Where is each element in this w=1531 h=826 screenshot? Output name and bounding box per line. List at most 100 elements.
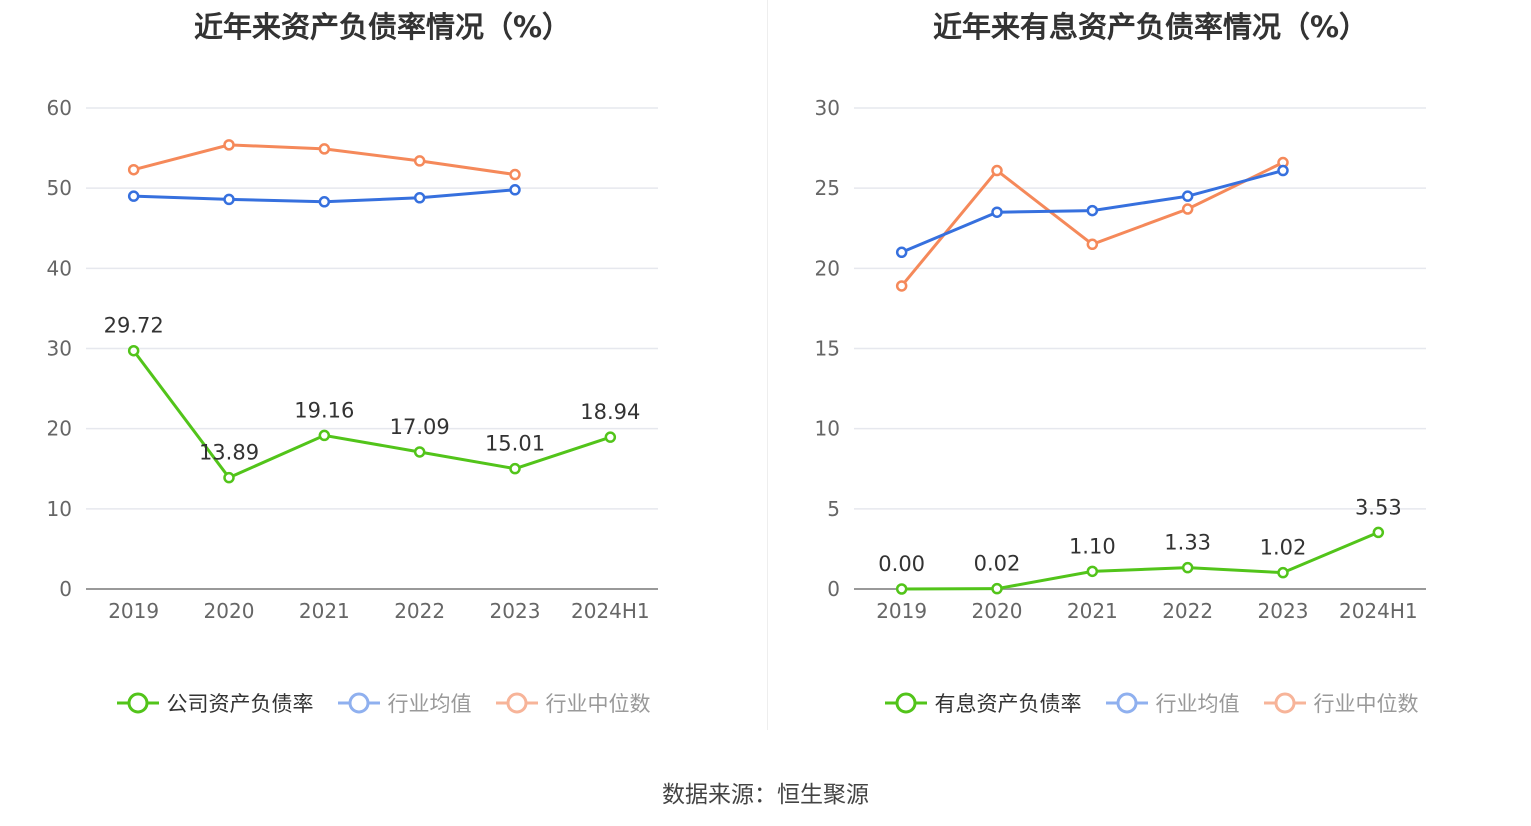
y-tick-label: 30: [47, 337, 72, 361]
y-tick-label: 30: [815, 96, 840, 120]
x-tick-label: 2019: [876, 599, 927, 623]
data-point: [127, 344, 140, 357]
legend-swatch-icon: [1105, 692, 1148, 714]
data-label: 15.01: [485, 432, 545, 456]
data-point: [1372, 526, 1385, 539]
legend-item[interactable]: 公司资产负债率: [115, 688, 314, 718]
data-point: [1181, 203, 1194, 215]
data-label: 1.02: [1260, 536, 1307, 560]
data-point: [413, 192, 426, 204]
data-point: [1086, 565, 1099, 578]
x-tick-label: 2021: [1067, 599, 1118, 623]
data-point: [1181, 561, 1194, 574]
data-point: [1277, 164, 1289, 177]
data-point: [895, 280, 908, 292]
data-label: 3.53: [1355, 495, 1402, 519]
legend-item[interactable]: 行业中位数: [1262, 688, 1419, 718]
y-tick-label: 40: [47, 256, 72, 280]
y-tick-label: 0: [59, 577, 72, 601]
data-source: 数据来源：恒生聚源: [662, 782, 869, 808]
x-tick-label: 2024H1: [571, 599, 650, 623]
data-label: 13.89: [199, 441, 259, 465]
y-tick-label: 20: [815, 256, 840, 280]
legend-label: 行业中位数: [1313, 692, 1419, 716]
legend-swatch-icon: [884, 692, 927, 714]
chart-panel-left: 近年来资产负债率情况（%） 0 10 20 30 40 50 60 2019 2020 2021 2…: [0, 0, 765, 740]
data-point: [1277, 566, 1289, 579]
y-tick-label: 50: [47, 176, 72, 200]
legend-item[interactable]: 行业中位数: [494, 688, 651, 718]
legend-label: 行业中位数: [545, 692, 651, 716]
data-label: 0.02: [974, 552, 1021, 576]
data-point: [223, 193, 235, 206]
data-label: 1.33: [1164, 531, 1211, 555]
series-line: [900, 161, 1284, 287]
legend-swatch-icon: [337, 692, 380, 714]
panel-divider: [767, 0, 768, 730]
line-chart-interest-bearing-liability: 0 5 10 15 20 25 30 2019 2020 2021 2022 2023 2024H1 0.…: [815, 96, 1426, 623]
data-point: [223, 471, 235, 484]
x-tick-label: 2023: [1258, 599, 1309, 623]
data-point: [991, 582, 1003, 595]
data-label: 29.72: [104, 314, 164, 338]
data-point: [1086, 204, 1099, 217]
data-point: [604, 431, 617, 443]
data-point: [318, 196, 331, 208]
data-point: [413, 155, 426, 167]
legend-item[interactable]: 有息资产负债率: [883, 688, 1082, 718]
x-tick-label: 2023: [490, 599, 541, 623]
data-point: [509, 184, 521, 196]
data-point: [509, 168, 521, 181]
data-point: [223, 139, 235, 151]
legend-item[interactable]: 行业均值: [336, 688, 472, 718]
x-tick-label: 2024H1: [1339, 599, 1418, 623]
data-label: 17.09: [390, 415, 450, 439]
y-tick-label: 0: [827, 577, 840, 601]
y-tick-label: 5: [827, 497, 840, 521]
data-label: 1.10: [1069, 534, 1116, 558]
data-point: [991, 206, 1003, 218]
data-point: [1086, 238, 1099, 251]
legend-label: 公司资产负债率: [166, 692, 314, 716]
chart-panel-right: 近年来有息资产负债率情况（%） 0 5 10 15 20 25 30 2019 2020 2021…: [768, 0, 1531, 740]
y-tick-label: 25: [815, 176, 840, 200]
series-line: [132, 349, 611, 480]
data-point: [318, 429, 331, 442]
legend-item[interactable]: 行业均值: [1104, 688, 1240, 718]
x-tick-label: 2022: [394, 599, 445, 623]
data-label: 18.94: [580, 400, 640, 424]
legend-label: 行业均值: [1155, 692, 1240, 716]
y-tick-label: 60: [47, 96, 72, 120]
legend-swatch-icon: [495, 692, 538, 714]
data-point: [895, 246, 908, 259]
data-point: [509, 462, 521, 475]
y-tick-label: 10: [47, 497, 72, 521]
data-point: [413, 446, 426, 458]
y-tick-label: 15: [815, 337, 840, 361]
line-chart-asset-liability: 0 10 20 30 40 50 60 2019 2020 2021 2022 2023 2024H1 2…: [47, 96, 658, 623]
data-point: [318, 143, 331, 155]
x-tick-label: 2020: [204, 599, 255, 623]
legend-swatch-icon: [1263, 692, 1306, 714]
x-tick-label: 2022: [1162, 599, 1213, 623]
legend: 公司资产负债率 行业均值 行业中位数: [0, 688, 765, 718]
data-point: [127, 190, 140, 202]
legend-swatch-icon: [116, 692, 159, 714]
data-point: [127, 163, 140, 176]
x-tick-label: 2021: [299, 599, 350, 623]
y-tick-label: 20: [47, 417, 72, 441]
legend-label: 行业均值: [387, 692, 472, 716]
x-tick-label: 2020: [972, 599, 1023, 623]
legend: 有息资产负债率 行业均值 行业中位数: [768, 688, 1531, 718]
chart-title: 近年来有息资产负债率情况（%）: [932, 10, 1369, 44]
data-point: [1181, 190, 1194, 202]
y-tick-label: 10: [815, 417, 840, 441]
chart-title: 近年来资产负债率情况（%）: [193, 10, 572, 44]
data-label: 0.00: [878, 552, 925, 576]
data-point: [895, 583, 908, 595]
series-line: [901, 531, 1379, 591]
data-point: [991, 164, 1003, 177]
data-label: 19.16: [294, 398, 354, 422]
x-tick-label: 2019: [108, 599, 159, 623]
legend-label: 有息资产负债率: [934, 692, 1082, 716]
